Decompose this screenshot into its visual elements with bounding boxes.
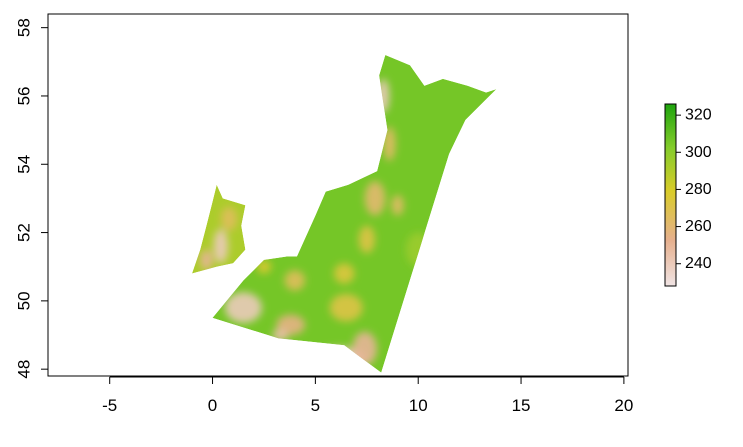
raster-patch: [200, 249, 213, 271]
colorbar-ramp: [664, 103, 677, 287]
colorbar-tick-label: 280: [685, 181, 712, 198]
colorbar-tick-label: 260: [685, 218, 712, 235]
x-tick-label: -5: [102, 396, 117, 415]
raster-layer: [192, 55, 497, 373]
raster-patch: [383, 126, 396, 161]
x-tick-label: 0: [208, 396, 217, 415]
x-tick-label: 20: [614, 396, 633, 415]
raster-patch: [272, 328, 289, 342]
y-tick-label: 54: [15, 155, 34, 174]
y-axis: 48 50 52 54 56 58: [15, 18, 49, 379]
y-tick-label: 58: [15, 18, 34, 37]
raster-patch: [358, 225, 375, 254]
x-tick-label: 10: [409, 396, 428, 415]
x-axis: -5 0 5 10 15 20: [102, 376, 633, 415]
y-tick-label: 50: [15, 291, 34, 310]
raster-patch: [220, 206, 238, 231]
raster-patch: [224, 292, 262, 324]
region-main-landmass: [212, 55, 497, 373]
raster-patch: [256, 259, 272, 274]
colorbar-legend: 240 260 280 300 320: [664, 103, 712, 287]
raster-patch: [391, 195, 404, 216]
x-tick-label: 15: [512, 396, 531, 415]
raster-patch: [213, 229, 228, 264]
raster-patch: [377, 78, 390, 114]
raster-patch: [333, 263, 355, 284]
y-tick-label: 56: [15, 87, 34, 106]
raster-patch: [364, 181, 386, 216]
x-tick-label: 5: [311, 396, 320, 415]
raster-patch: [352, 331, 378, 366]
colorbar-tick-label: 320: [685, 107, 712, 124]
y-tick-label: 48: [15, 360, 34, 379]
colorbar-tick-label: 240: [685, 255, 712, 272]
colorbar-tick-label: 300: [685, 144, 712, 161]
raster-patch: [284, 270, 306, 291]
raster-patch: [405, 232, 431, 267]
raster-patch: [329, 294, 363, 322]
y-tick-label: 52: [15, 223, 34, 242]
